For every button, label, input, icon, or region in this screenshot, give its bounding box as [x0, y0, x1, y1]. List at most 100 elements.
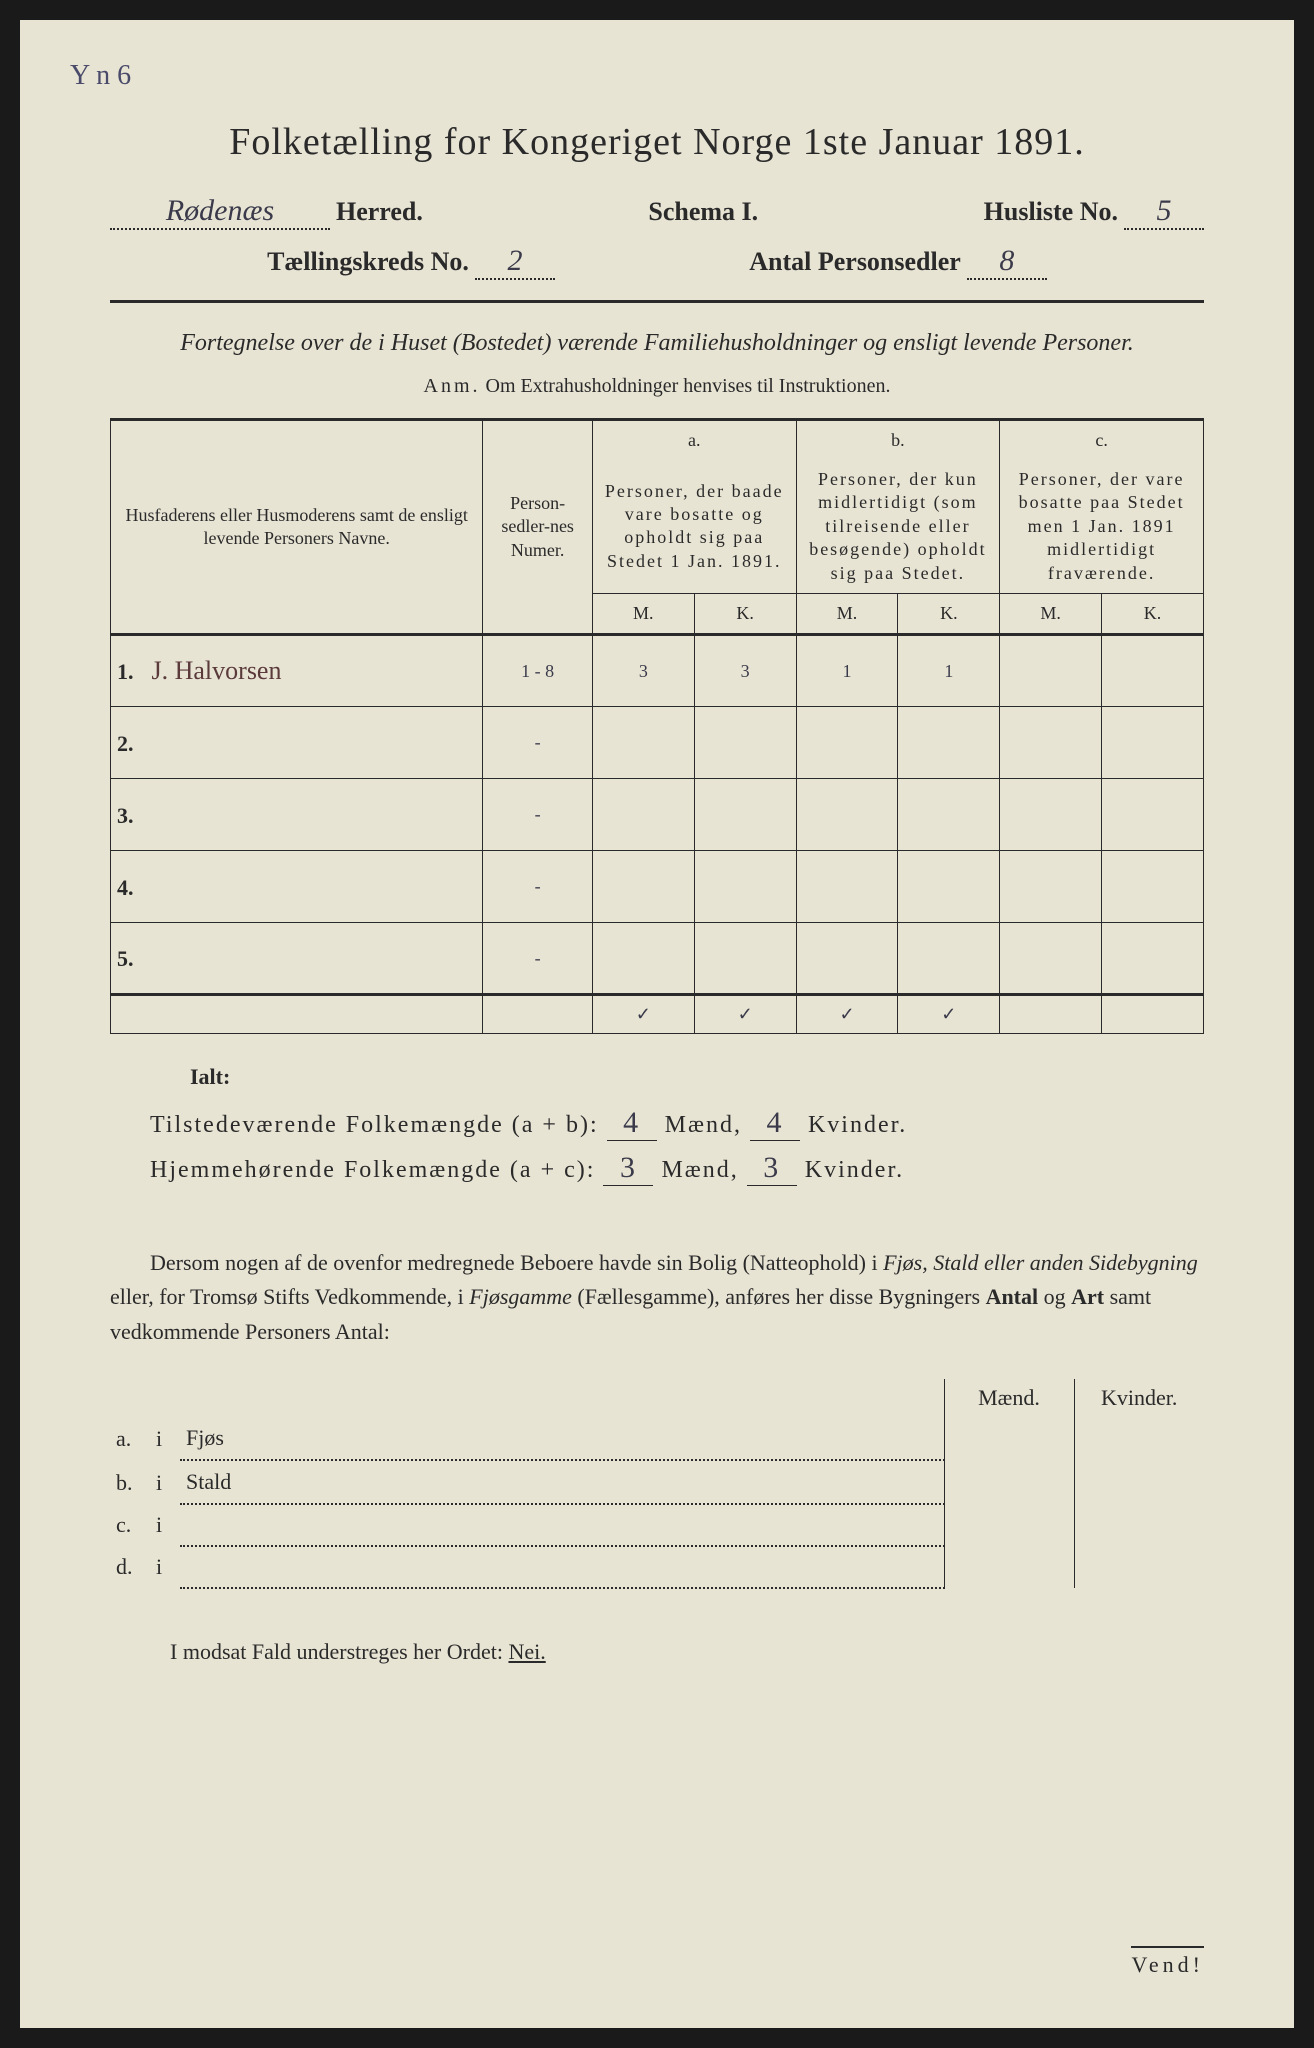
side-k	[1074, 1546, 1204, 1588]
side-k	[1074, 1460, 1204, 1504]
maend-label-2: Mænd,	[661, 1157, 738, 1183]
side-letter: a.	[110, 1417, 150, 1460]
side-m	[944, 1504, 1074, 1546]
row-num-cell: -	[483, 707, 593, 779]
census-form-page: Y n 6 Folketælling for Kongeriget Norge …	[20, 20, 1294, 2028]
side-i: i	[150, 1546, 180, 1588]
col-c-k: K.	[1102, 593, 1204, 634]
kreds-label: Tællingskreds No.	[267, 247, 469, 277]
check-a-k: ✓	[694, 995, 796, 1034]
side-kvinder-header: Kvinder.	[1074, 1379, 1204, 1417]
side-letter: c.	[110, 1504, 150, 1546]
row-num-cell: 1 - 8	[483, 635, 593, 707]
herred-field: Rødenæs Herred.	[110, 194, 423, 230]
col-c-m: M.	[1000, 593, 1102, 634]
side-type	[180, 1546, 944, 1588]
husliste-value: 5	[1124, 194, 1204, 230]
herred-value: Rødenæs	[110, 194, 330, 230]
side-type	[180, 1504, 944, 1546]
anm-text: Om Extrahusholdninger henvises til Instr…	[486, 375, 891, 397]
row-name-cell: 5.	[111, 923, 483, 995]
sedler-value: 8	[967, 244, 1047, 280]
row-a-m	[592, 923, 694, 995]
side-letter: b.	[110, 1460, 150, 1504]
sedler-field: Antal Personsedler 8	[749, 244, 1047, 280]
row-a-k	[694, 779, 796, 851]
row-b-k	[898, 923, 1000, 995]
group-b-header: Personer, der kun midlertidigt (som tilr…	[796, 460, 1000, 593]
side-letter: d.	[110, 1546, 150, 1588]
anm-label: Anm.	[424, 375, 481, 397]
summary-resident-label: Hjemmehørende Folkemængde (a + c):	[150, 1157, 595, 1183]
row-c-m	[1000, 635, 1102, 707]
table-row: 2. -	[111, 707, 1204, 779]
summary-resident: Hjemmehørende Folkemængde (a + c): 3 Mæn…	[150, 1151, 1204, 1186]
col-b-k: K.	[898, 593, 1000, 634]
side-maend-header: Mænd.	[944, 1379, 1074, 1417]
row-a-m	[592, 851, 694, 923]
table-row: 5. -	[111, 923, 1204, 995]
group-a-letter: a.	[592, 419, 796, 460]
side-building-paragraph: Dersom nogen af de ovenfor medregnede Be…	[110, 1246, 1204, 1348]
row-b-m	[796, 779, 898, 851]
kreds-value: 2	[475, 244, 555, 280]
table-row: 3. -	[111, 779, 1204, 851]
group-c-letter: c.	[1000, 419, 1204, 460]
summary-present: Tilstedeværende Folkemængde (a + b): 4 M…	[150, 1106, 1204, 1141]
main-table: Husfaderens eller Husmoderens samt de en…	[110, 418, 1204, 1035]
side-type: Stald	[180, 1460, 944, 1504]
row-c-m	[1000, 707, 1102, 779]
row-c-k	[1102, 635, 1204, 707]
side-k	[1074, 1417, 1204, 1460]
maend-label: Mænd,	[665, 1112, 742, 1138]
row-c-k	[1102, 779, 1204, 851]
group-b-letter: b.	[796, 419, 1000, 460]
row-name-cell: 2.	[111, 707, 483, 779]
schema-label: Schema I.	[648, 197, 758, 227]
side-type: Fjøs	[180, 1417, 944, 1460]
col-b-m: M.	[796, 593, 898, 634]
turn-over-label: Vend!	[1131, 1946, 1204, 1978]
row-a-k	[694, 707, 796, 779]
row-name-cell: 1. J. Halvorsen	[111, 635, 483, 707]
side-row: d.i	[110, 1546, 1204, 1588]
summary-present-k: 4	[750, 1106, 800, 1141]
ialt-label: Ialt:	[190, 1064, 1204, 1090]
row-a-k	[694, 923, 796, 995]
row-name-cell: 3.	[111, 779, 483, 851]
summary-present-m: 4	[607, 1106, 657, 1141]
form-title: Folketælling for Kongeriget Norge 1ste J…	[110, 120, 1204, 164]
group-a-header: Personer, der baade vare bosatte og opho…	[592, 460, 796, 593]
row-num-cell: -	[483, 923, 593, 995]
row-b-k: 1	[898, 635, 1000, 707]
check-b-m: ✓	[796, 995, 898, 1034]
row-b-m	[796, 707, 898, 779]
row-num-cell: -	[483, 779, 593, 851]
row-b-k	[898, 779, 1000, 851]
side-building-table: Mænd. Kvinder. a.iFjøsb.iStaldc.id.i	[110, 1379, 1204, 1589]
row-c-m	[1000, 923, 1102, 995]
side-i: i	[150, 1417, 180, 1460]
col-a-k: K.	[694, 593, 796, 634]
side-i: i	[150, 1504, 180, 1546]
row-c-m	[1000, 851, 1102, 923]
row-b-k	[898, 707, 1000, 779]
row-b-m: 1	[796, 635, 898, 707]
row-num-cell: -	[483, 851, 593, 923]
header-row-1: Rødenæs Herred. Schema I. Husliste No. 5	[110, 194, 1204, 230]
margin-annotation: Y n 6	[70, 60, 131, 92]
kreds-field: Tællingskreds No. 2	[267, 244, 555, 280]
check-row: ✓ ✓ ✓ ✓	[111, 995, 1204, 1034]
row-c-m	[1000, 779, 1102, 851]
row-c-k	[1102, 851, 1204, 923]
row-name-cell: 4.	[111, 851, 483, 923]
summary-resident-k: 3	[747, 1151, 797, 1186]
summary-resident-m: 3	[603, 1151, 653, 1186]
row-c-k	[1102, 923, 1204, 995]
side-m	[944, 1460, 1074, 1504]
row-a-m: 3	[592, 635, 694, 707]
col-num-header: Person-sedler-nes Numer.	[483, 419, 593, 635]
summary-present-label: Tilstedeværende Folkemængde (a + b):	[150, 1112, 599, 1138]
row-b-m	[796, 851, 898, 923]
side-m	[944, 1417, 1074, 1460]
